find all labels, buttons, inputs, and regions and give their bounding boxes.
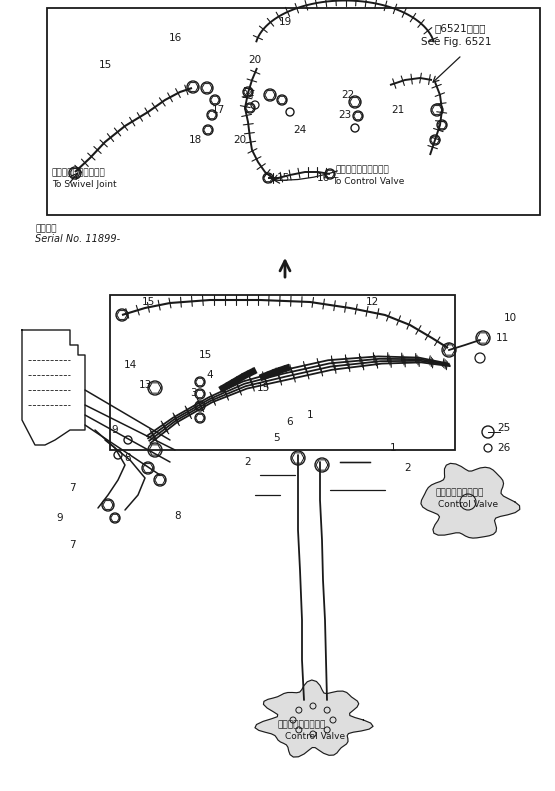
- Text: Serial No. 11899-: Serial No. 11899-: [35, 234, 120, 244]
- Text: 14: 14: [123, 360, 137, 370]
- Text: 12: 12: [365, 297, 379, 307]
- Text: Control Valve: Control Valve: [438, 500, 498, 509]
- Text: To Swivel Joint: To Swivel Joint: [52, 180, 117, 189]
- Text: 8: 8: [175, 511, 181, 521]
- Text: 25: 25: [497, 423, 511, 433]
- Text: To Control Valve: To Control Valve: [332, 177, 405, 186]
- Text: 5: 5: [274, 433, 280, 443]
- Text: コントロールバルブへ: コントロールバルブへ: [335, 165, 388, 174]
- Text: 22: 22: [341, 90, 355, 100]
- Text: 16: 16: [316, 173, 330, 183]
- Text: 9: 9: [57, 513, 63, 523]
- Text: コントロールハルフ: コントロールハルフ: [435, 488, 483, 497]
- Text: 15: 15: [276, 173, 290, 183]
- Text: スイベルジョイントへ: スイベルジョイントへ: [52, 168, 106, 177]
- Text: 19: 19: [279, 17, 291, 27]
- Text: 10: 10: [503, 313, 517, 323]
- Text: 15: 15: [256, 383, 270, 393]
- Text: 7: 7: [69, 483, 75, 493]
- Bar: [110, 295, 455, 450]
- Text: 16: 16: [168, 33, 181, 43]
- Text: 1: 1: [390, 443, 396, 453]
- Text: 8: 8: [125, 453, 132, 463]
- Text: 20: 20: [234, 135, 246, 145]
- Polygon shape: [421, 464, 520, 538]
- Text: 7: 7: [69, 540, 75, 550]
- Text: 13: 13: [138, 380, 152, 390]
- Text: 15: 15: [98, 60, 112, 70]
- Text: コントロールハルフ: コントロールハルフ: [278, 720, 326, 729]
- Text: 9: 9: [112, 425, 118, 435]
- Text: 24: 24: [294, 125, 306, 135]
- Bar: [47, 8, 540, 215]
- Text: 18: 18: [188, 135, 201, 145]
- Text: 15: 15: [198, 350, 211, 360]
- Text: 6: 6: [287, 417, 293, 427]
- Text: 11: 11: [496, 333, 508, 343]
- Text: 2: 2: [405, 463, 411, 473]
- Text: 15: 15: [142, 297, 155, 307]
- Text: 20: 20: [249, 55, 261, 65]
- Text: 4: 4: [206, 370, 213, 380]
- Text: 2: 2: [245, 457, 251, 467]
- Text: 1: 1: [307, 410, 314, 420]
- Text: 17: 17: [211, 105, 225, 115]
- Text: See Fig. 6521: See Fig. 6521: [421, 37, 491, 47]
- Text: 第6521図参照: 第6521図参照: [434, 23, 486, 33]
- Text: 適用号機: 適用号機: [35, 224, 57, 233]
- Text: 26: 26: [497, 443, 511, 453]
- Text: 24: 24: [241, 90, 255, 100]
- Text: 23: 23: [339, 110, 352, 120]
- Text: 3: 3: [190, 388, 196, 398]
- Polygon shape: [255, 680, 373, 757]
- Text: 21: 21: [391, 105, 405, 115]
- Text: Control Valve: Control Valve: [285, 732, 345, 741]
